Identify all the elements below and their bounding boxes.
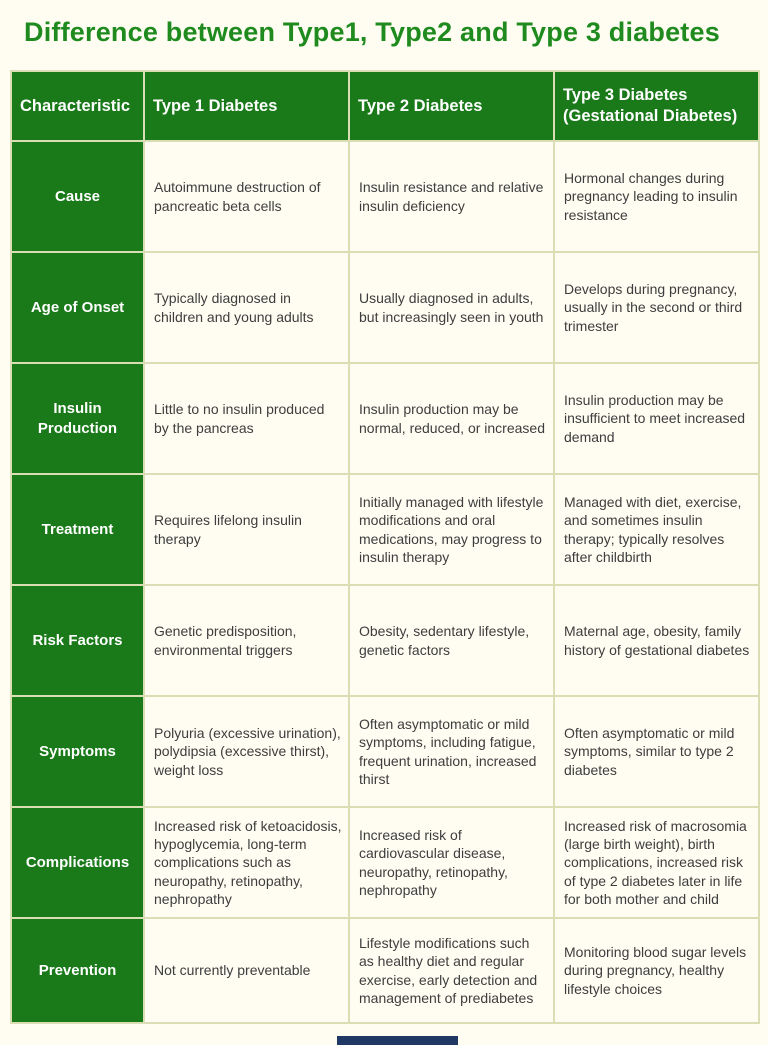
table-cell: Often asymptomatic or mild symptoms, sim… [553,695,760,808]
table-row-complications: Complications Increased risk of ketoacid… [10,806,760,919]
table-cell: Initially managed with lifestyle modific… [348,473,555,586]
page-title: Difference between Type1, Type2 and Type… [24,17,720,47]
table-row-age-of-onset: Age of Onset Typically diagnosed in chil… [10,251,760,364]
table-cell: Typically diagnosed in children and youn… [143,251,350,364]
diabetes-comparison-table: Characteristic Type 1 Diabetes Type 2 Di… [10,70,760,1024]
row-label-treatment: Treatment [10,473,145,586]
table-cell: Increased risk of macrosomia (large birt… [553,806,760,919]
table-cell: Autoimmune destruction of pancreatic bet… [143,140,350,253]
table-cell: Usually diagnosed in adults, but increas… [348,251,555,364]
table-row-cause: Cause Autoimmune destruction of pancreat… [10,140,760,253]
table-header-row: Characteristic Type 1 Diabetes Type 2 Di… [10,70,760,142]
table-cell: Maternal age, obesity, family history of… [553,584,760,697]
row-label-insulin-production: Insulin Production [10,362,145,475]
table-cell: Managed with diet, exercise, and sometim… [553,473,760,586]
table-cell: Polyuria (excessive urination), polydips… [143,695,350,808]
table-row-treatment: Treatment Requires lifelong insulin ther… [10,473,760,586]
column-header-type1: Type 1 Diabetes [143,70,350,142]
table-row-risk-factors: Risk Factors Genetic predisposition, env… [10,584,760,697]
table-cell: Often asymptomatic or mild symptoms, inc… [348,695,555,808]
table-cell: Obesity, sedentary lifestyle, genetic fa… [348,584,555,697]
table-row-symptoms: Symptoms Polyuria (excessive urination),… [10,695,760,808]
comparison-table: Characteristic Type 1 Diabetes Type 2 Di… [10,70,760,1024]
table-cell: Not currently preventable [143,917,350,1024]
row-label-complications: Complications [10,806,145,919]
table-cell: Little to no insulin produced by the pan… [143,362,350,475]
table-cell: Hormonal changes during pregnancy leadin… [553,140,760,253]
table-cell: Lifestyle modifications such as healthy … [348,917,555,1024]
column-header-type3: Type 3 Diabetes (Gestational Diabetes) [553,70,760,142]
table-row-insulin-production: Insulin Production Little to no insulin … [10,362,760,475]
table-cell: Increased risk of cardiovascular disease… [348,806,555,919]
table-row-prevention: Prevention Not currently preventable Lif… [10,917,760,1024]
row-label-prevention: Prevention [10,917,145,1024]
table-cell: Develops during pregnancy, usually in th… [553,251,760,364]
row-label-age-of-onset: Age of Onset [10,251,145,364]
table-cell: Requires lifelong insulin therapy [143,473,350,586]
row-label-risk-factors: Risk Factors [10,584,145,697]
footer-bar-fragment [337,1036,458,1045]
table-cell: Genetic predisposition, environmental tr… [143,584,350,697]
table-cell: Insulin production may be normal, reduce… [348,362,555,475]
table-cell: Monitoring blood sugar levels during pre… [553,917,760,1024]
table-cell: Insulin resistance and relative insulin … [348,140,555,253]
row-label-cause: Cause [10,140,145,253]
table-cell: Insulin production may be insufficient t… [553,362,760,475]
column-header-characteristic: Characteristic [10,70,145,142]
row-label-symptoms: Symptoms [10,695,145,808]
table-cell: Increased risk of ketoacidosis, hypoglyc… [143,806,350,919]
column-header-type2: Type 2 Diabetes [348,70,555,142]
